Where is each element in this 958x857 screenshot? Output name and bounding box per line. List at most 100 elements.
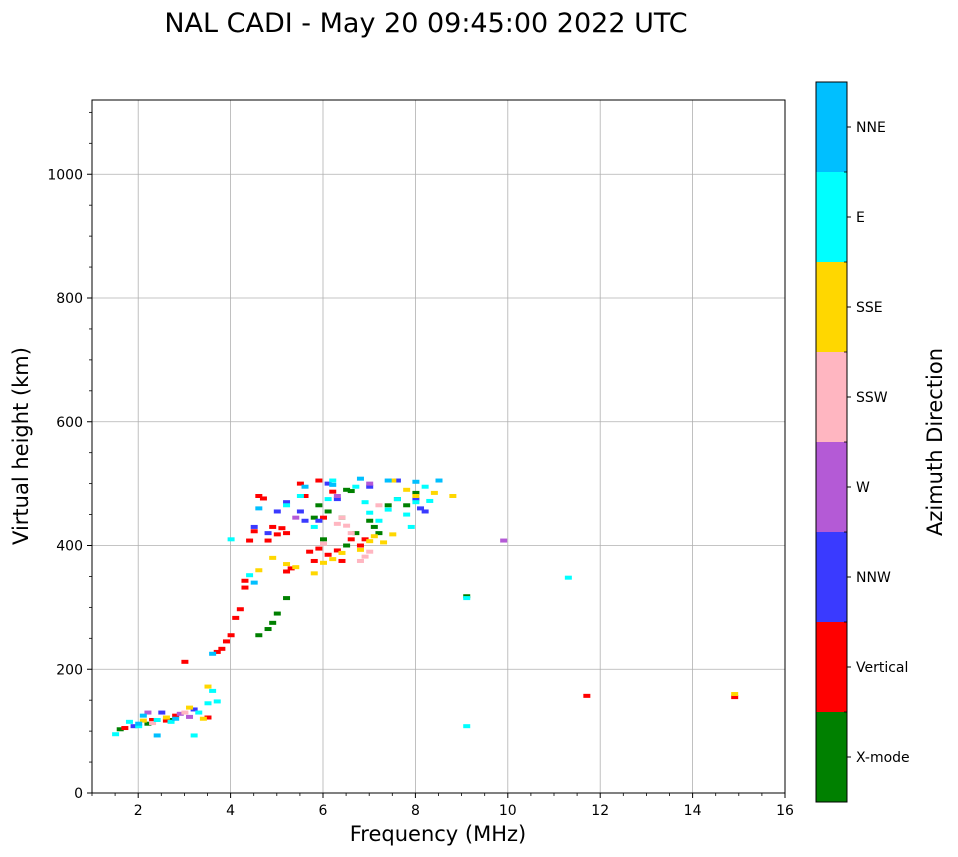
x-tick-label-2: 2 <box>134 803 143 819</box>
point-w-5 <box>366 481 374 486</box>
grid-layer <box>92 100 785 793</box>
point-e-18 <box>361 500 369 505</box>
point-sse-5 <box>255 568 263 573</box>
point-e-26 <box>421 484 429 489</box>
point-sse-12 <box>338 550 346 555</box>
point-vertical-35 <box>338 558 346 563</box>
y-tick-label-600: 600 <box>56 415 83 431</box>
point-sse-19 <box>403 487 411 492</box>
point-w-3 <box>292 515 300 520</box>
point-x-mode-5 <box>269 620 277 625</box>
point-vertical-1 <box>149 717 157 722</box>
point-x-mode-6 <box>273 611 281 616</box>
point-vertical-24 <box>287 566 295 571</box>
point-e-0 <box>112 732 120 737</box>
point-sse-7 <box>283 562 291 567</box>
point-nne-8 <box>329 482 337 487</box>
y-tick-label-400: 400 <box>56 539 83 555</box>
colorbar-swatch-sse <box>816 262 847 352</box>
point-nne-2 <box>153 733 161 738</box>
point-ssw-4 <box>338 515 346 520</box>
point-vertical-40 <box>731 695 739 700</box>
point-ssw-6 <box>347 531 355 536</box>
colorbar-label-vertical: Vertical <box>856 660 908 676</box>
point-sse-21 <box>430 490 438 495</box>
colorbar-label-e: E <box>856 210 865 226</box>
point-vertical-19 <box>269 524 277 529</box>
point-e-24 <box>407 524 415 529</box>
point-nne-3 <box>172 716 180 721</box>
point-sse-17 <box>389 532 397 537</box>
point-e-29 <box>463 596 471 601</box>
point-e-4 <box>167 719 175 724</box>
point-vertical-20 <box>273 532 281 537</box>
point-x-mode-23 <box>412 490 420 495</box>
point-e-30 <box>564 575 572 580</box>
colorbar-swatch-nne <box>816 82 847 172</box>
point-vertical-9 <box>227 633 235 638</box>
point-nne-12 <box>435 478 443 483</box>
point-vertical-7 <box>218 646 226 651</box>
point-sse-20 <box>412 494 420 498</box>
y-axis-label: Virtual height (km) <box>9 347 33 545</box>
point-vertical-33 <box>329 489 337 494</box>
point-vertical-21 <box>278 526 286 531</box>
point-ssw-3 <box>333 521 341 526</box>
point-nnw-12 <box>366 484 374 489</box>
point-e-15 <box>324 497 332 502</box>
point-e-28 <box>463 724 471 729</box>
chart-title: NAL CADI - May 20 09:45:00 2022 UTC <box>164 8 687 39</box>
point-e-19 <box>366 510 374 515</box>
point-nne-7 <box>301 484 309 489</box>
x-tick-label-12: 12 <box>591 803 609 819</box>
colorbar-swatch-nnw <box>816 532 847 622</box>
point-x-mode-13 <box>343 487 351 492</box>
point-ssw-1 <box>181 710 189 715</box>
x-tick-label-16: 16 <box>776 803 794 819</box>
point-nnw-7 <box>296 509 304 514</box>
colorbar-label: Azimuth Direction <box>923 348 947 536</box>
colorbar-swatch-vertical <box>816 622 847 712</box>
point-vertical-17 <box>259 496 267 501</box>
point-nnw-5 <box>273 509 281 514</box>
point-nnw-4 <box>264 531 272 536</box>
point-vertical-29 <box>315 546 323 551</box>
point-x-mode-15 <box>343 543 351 548</box>
x-tick-label-4: 4 <box>226 803 235 819</box>
point-w-0 <box>144 710 152 715</box>
point-x-mode-17 <box>366 518 374 523</box>
point-nnw-16 <box>421 509 429 514</box>
point-nnw-11 <box>333 497 341 502</box>
point-vertical-30 <box>315 478 323 483</box>
point-nnw-6 <box>283 500 291 505</box>
point-nnw-15 <box>417 506 425 511</box>
point-w-4 <box>333 494 341 498</box>
point-e-1 <box>125 719 133 724</box>
point-w-6 <box>500 538 508 543</box>
y-tick-label-1000: 1000 <box>47 167 83 183</box>
colorbar-label-nnw: NNW <box>856 570 891 586</box>
point-ssw-0 <box>149 721 157 726</box>
point-x-mode-11 <box>324 509 332 514</box>
point-e-3 <box>153 717 161 722</box>
point-nne-6 <box>255 506 263 511</box>
point-vertical-11 <box>236 607 244 612</box>
point-x-mode-3 <box>255 633 263 638</box>
point-x-mode-10 <box>320 537 327 542</box>
point-sse-0 <box>139 718 147 723</box>
point-nne-10 <box>384 478 392 483</box>
colorbar-swatch-x-mode <box>816 712 847 802</box>
point-ssw-10 <box>375 503 383 508</box>
point-nne-9 <box>356 476 364 481</box>
point-sse-16 <box>380 540 388 545</box>
point-sse-1 <box>162 715 170 720</box>
point-e-22 <box>393 497 401 502</box>
point-e-27 <box>426 498 434 503</box>
point-vertical-27 <box>306 549 314 554</box>
colorbar-label-sse: SSE <box>856 300 883 316</box>
colorbar-label-w: W <box>856 480 870 496</box>
point-sse-2 <box>186 705 194 710</box>
point-vertical-5 <box>204 715 212 720</box>
point-vertical-31 <box>320 515 327 520</box>
point-sse-23 <box>731 692 739 696</box>
